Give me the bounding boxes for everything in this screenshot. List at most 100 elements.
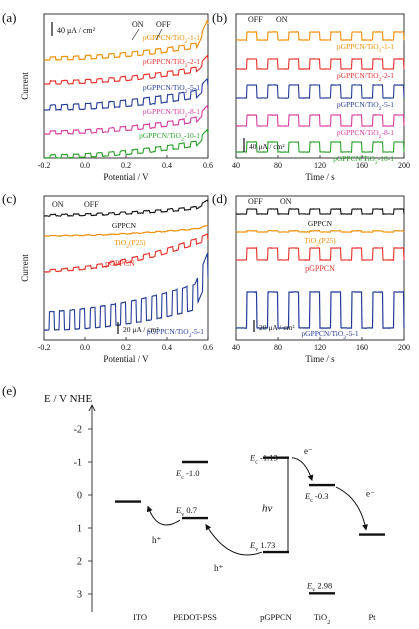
energy-tick-label-4: 2 — [77, 557, 82, 568]
material-label-0: ITO — [133, 612, 147, 622]
x-tick-label-b-4: 200 — [398, 161, 410, 170]
x-tick-label-d-0: 40 — [232, 343, 240, 352]
series-label-d-1: TiO2(P25) — [304, 236, 336, 248]
material-label-3: TiO2 — [314, 612, 331, 626]
series-line-c-1 — [43, 224, 209, 237]
series-label-c-2: pGPPCN — [105, 259, 135, 268]
x-tick-label-d-1: 80 — [274, 343, 282, 352]
x-axis-title-a: Potential / V — [103, 172, 149, 182]
y-axis-title-a: Current — [20, 72, 30, 100]
x-tick-label-b-1: 80 — [274, 161, 282, 170]
series-line-a-3 — [43, 104, 209, 135]
x-tick-label-c-3: 0.4 — [162, 343, 172, 352]
series-label-a-2: pGPPCN/TiO2-5-1 — [143, 83, 200, 95]
panel-label-c: (c) — [2, 191, 16, 206]
x-tick-label-a-1: 0.0 — [80, 161, 90, 170]
x-tick-label-a-4: 0.6 — [203, 161, 213, 170]
x-tick-label-c-1: 0.0 — [80, 343, 90, 352]
series-label-d-0: GPPCN — [308, 219, 333, 228]
x-axis-title-d: Time / s — [305, 354, 335, 364]
level-label-tio2-ev: Ev 2.98 — [306, 580, 332, 593]
series-line-b-2 — [235, 84, 405, 99]
x-tick-label-c-4: 0.6 — [203, 343, 213, 352]
x-tick-label-d-3: 160 — [356, 343, 368, 352]
series-label-d-3: pGPPCN/TiO2-5-1 — [301, 329, 358, 341]
x-tick-label-d-4: 200 — [398, 343, 410, 352]
annotation-a-arrow-1 — [131, 28, 140, 41]
series-label-a-4: pGPPCN/TiO2-10-1 — [139, 131, 200, 143]
hole-transfer-arrow-1 — [205, 523, 263, 556]
energy-axis-title: E / V NHE — [44, 393, 92, 405]
series-label-d-2: pGPPCN — [305, 264, 335, 273]
x-tick-label-a-3: 0.4 — [162, 161, 172, 170]
annotation-c-off: OFF — [84, 200, 99, 209]
y-axis-title-c: Current — [20, 254, 30, 282]
x-tick-label-b-0: 40 — [232, 161, 240, 170]
x-tick-label-a-0: -0.2 — [38, 161, 51, 170]
energy-tick-label-5: 3 — [77, 590, 82, 601]
series-line-b-4 — [235, 140, 405, 153]
level-label-pedot-ec: Ec -1.0 — [175, 468, 199, 481]
panel-label-b: (b) — [212, 10, 227, 25]
series-line-c-2 — [43, 233, 209, 273]
level-label-pgppcn-ev: Ev 1.73 — [249, 540, 275, 553]
hole-label-2: h⁺ — [214, 563, 224, 573]
electron-transfer-arrow-2 — [335, 486, 369, 531]
energy-axis-arrow — [88, 403, 96, 412]
series-label-b-2: pGPPCN/TiO2-5-1 — [337, 100, 394, 112]
x-tick-label-b-2: 120 — [314, 161, 326, 170]
series-line-a-4 — [43, 128, 209, 159]
series-line-b-0 — [235, 30, 405, 42]
series-line-c-3 — [43, 252, 209, 331]
level-label-tio2-ec: Ec -0.3 — [304, 491, 328, 504]
panel-label-d: (d) — [212, 191, 227, 206]
electron-label-2: e⁻ — [366, 489, 375, 499]
x-axis-title-c: Potential / V — [103, 354, 149, 364]
series-line-b-3 — [235, 113, 405, 128]
hole-transfer-arrow-2 — [146, 505, 181, 526]
level-label-pgppcn-ec: Ec -1.13 — [249, 453, 278, 466]
x-tick-label-c-2: 0.2 — [121, 343, 131, 352]
series-line-a-1 — [44, 54, 209, 85]
annotation-a-arrow-2 — [155, 28, 163, 41]
annotation-b-off: OFF — [248, 15, 263, 24]
energy-tick-label-3: 1 — [77, 524, 82, 535]
electron-transfer-arrow-1 — [291, 457, 314, 482]
series-label-a-1: pGPPCN/TiO2-2-1 — [143, 57, 200, 69]
annotation-b-on: ON — [276, 15, 288, 24]
series-label-a-3: pGPPCN/TiO2-8-1 — [143, 107, 200, 119]
series-line-d-3 — [235, 290, 405, 330]
energy-tick-label-2: 0 — [77, 491, 82, 502]
annotation-d-off: OFF — [248, 197, 263, 206]
series-line-a-2 — [43, 78, 209, 112]
series-line-a-0 — [43, 19, 209, 62]
series-line-d-2 — [235, 246, 405, 262]
hv-label: hν — [262, 503, 273, 515]
series-label-a-0: pGPPCN/TiO2-1-1 — [143, 33, 200, 45]
scale-bar-label-d: 20 μA / cm² — [259, 323, 295, 332]
x-tick-label-a-2: 0.2 — [121, 161, 131, 170]
series-line-b-1 — [236, 58, 405, 71]
series-label-c-3: pGPPCN/TiO2-5-1 — [147, 327, 204, 339]
x-tick-label-d-2: 120 — [314, 343, 326, 352]
x-axis-title-b: Time / s — [305, 172, 335, 182]
energy-tick-label-0: -2 — [74, 425, 82, 436]
annotation-a-on: ON — [132, 20, 144, 29]
series-label-b-1: pGPPCN/TiO2-2-1 — [337, 71, 394, 83]
series-line-d-1 — [235, 229, 405, 234]
panel-label-e: (e) — [2, 383, 16, 398]
annotation-a-off: OFF — [156, 20, 171, 29]
material-label-1: PEDOT-PSS — [173, 612, 217, 622]
level-label-pedot-ev: Ev 0.7 — [175, 505, 197, 518]
series-label-b-4: pGPPCN/TiO2-10-1 — [333, 154, 394, 166]
series-line-d-0 — [236, 208, 405, 216]
series-label-b-3: pGPPCN/TiO2-8-1 — [337, 128, 394, 140]
series-label-c-1: TiO2(P25) — [114, 238, 146, 250]
annotation-c-on: ON — [52, 200, 64, 209]
hole-label-1: h⁺ — [152, 535, 162, 545]
material-label-4: Pt — [368, 612, 376, 622]
energy-tick-label-1: -1 — [74, 458, 82, 469]
x-tick-label-c-0: -0.2 — [38, 343, 51, 352]
series-label-b-0: pGPPCN/TiO2-1-1 — [337, 42, 394, 54]
